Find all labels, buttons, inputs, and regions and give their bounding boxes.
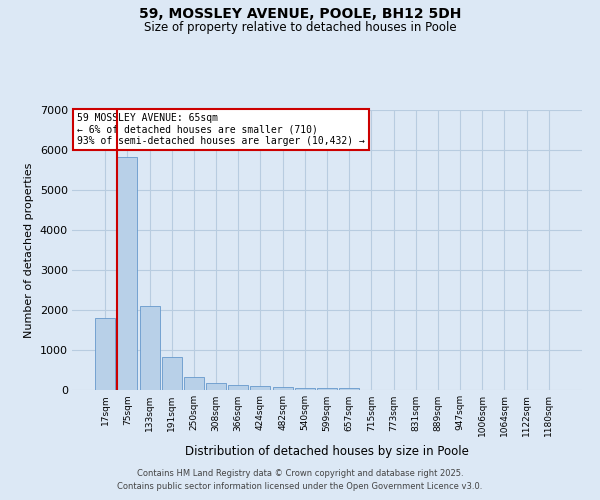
Bar: [250, 386, 271, 390]
Bar: [295, 388, 315, 390]
Text: 59 MOSSLEY AVENUE: 65sqm
← 6% of detached houses are smaller (710)
93% of semi-d: 59 MOSSLEY AVENUE: 65sqm ← 6% of detache…: [77, 113, 365, 146]
Bar: [272, 387, 293, 390]
X-axis label: Distribution of detached houses by size in Poole: Distribution of detached houses by size …: [185, 444, 469, 458]
Text: Size of property relative to detached houses in Poole: Size of property relative to detached ho…: [143, 21, 457, 34]
Bar: [118, 157, 137, 390]
Text: 59, MOSSLEY AVENUE, POOLE, BH12 5DH: 59, MOSSLEY AVENUE, POOLE, BH12 5DH: [139, 8, 461, 22]
Bar: [184, 377, 204, 390]
Text: Contains public sector information licensed under the Open Government Licence v3: Contains public sector information licen…: [118, 482, 482, 491]
Bar: [95, 318, 115, 390]
Text: Contains HM Land Registry data © Crown copyright and database right 2025.: Contains HM Land Registry data © Crown c…: [137, 468, 463, 477]
Y-axis label: Number of detached properties: Number of detached properties: [24, 162, 34, 338]
Bar: [339, 388, 359, 390]
Bar: [317, 388, 337, 390]
Bar: [162, 357, 182, 390]
Bar: [140, 306, 160, 390]
Bar: [228, 385, 248, 390]
Bar: [206, 383, 226, 390]
